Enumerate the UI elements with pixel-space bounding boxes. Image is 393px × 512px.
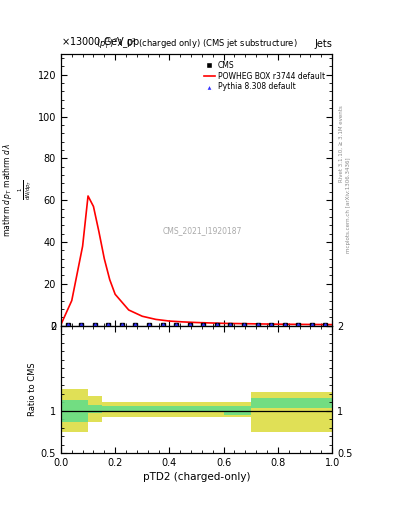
Text: $(p_T^D)^2\lambda\_0^2$ (charged only) (CMS jet substructure): $(p_T^D)^2\lambda\_0^2$ (charged only) (… bbox=[95, 36, 298, 51]
Y-axis label: mathrm $d^2N$
mathrm $d\,p_T$ mathrm $d\,\lambda$
$\frac{1}{\mathrm{d}N/\mathrm{: mathrm $d^2N$ mathrm $d\,p_T$ mathrm $d\… bbox=[0, 142, 33, 237]
Text: Rivet 3.1.10, ≥ 3.1M events: Rivet 3.1.10, ≥ 3.1M events bbox=[339, 105, 344, 182]
Text: $\times$13000 GeV pp: $\times$13000 GeV pp bbox=[61, 35, 140, 49]
X-axis label: pTD2 (charged-only): pTD2 (charged-only) bbox=[143, 472, 250, 482]
Text: mcplots.cern.ch [arXiv:1306.3436]: mcplots.cern.ch [arXiv:1306.3436] bbox=[346, 157, 351, 252]
Text: CMS_2021_I1920187: CMS_2021_I1920187 bbox=[162, 226, 242, 235]
Text: Jets: Jets bbox=[314, 38, 332, 49]
Legend: CMS, POWHEG BOX r3744 default, Pythia 8.308 default: CMS, POWHEG BOX r3744 default, Pythia 8.… bbox=[200, 57, 328, 95]
Y-axis label: Ratio to CMS: Ratio to CMS bbox=[28, 362, 37, 416]
